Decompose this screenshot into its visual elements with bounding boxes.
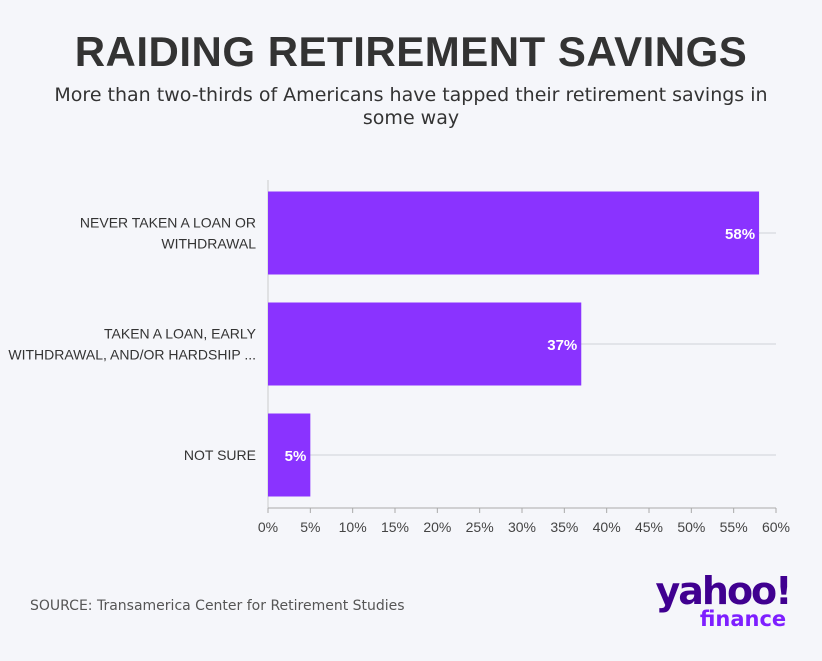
x-tick-label: 10% <box>339 519 367 535</box>
x-tick-label: 0% <box>258 519 278 535</box>
chart-title: RAIDING RETIREMENT SAVINGS <box>74 28 748 75</box>
logo-finance: finance <box>699 607 787 631</box>
x-tick-label: 50% <box>677 519 705 535</box>
category-label: NEVER TAKEN A LOAN OR <box>80 215 256 231</box>
x-tick-label: 60% <box>762 519 790 535</box>
chart-subtitle: More than two-thirds of Americans have t… <box>54 84 768 129</box>
source-note: SOURCE: Transamerica Center for Retireme… <box>30 598 405 614</box>
category-label: WITHDRAWAL, AND/OR HARDSHIP ... <box>8 347 256 363</box>
category-label: TAKEN A LOAN, EARLY <box>104 326 257 342</box>
x-tick-label: 35% <box>550 519 578 535</box>
x-tick-label: 55% <box>720 519 748 535</box>
logo-yahoo: yahoo! <box>655 569 792 613</box>
data-label: 37% <box>547 337 577 354</box>
x-tick-label: 30% <box>508 519 536 535</box>
x-tick-label: 45% <box>635 519 663 535</box>
data-label: 5% <box>285 448 307 465</box>
x-tick-label: 25% <box>466 519 494 535</box>
x-tick-label: 40% <box>593 519 621 535</box>
x-tick-label: 20% <box>423 519 451 535</box>
yahoo-finance-logo: yahoo! finance <box>648 569 798 631</box>
category-label: WITHDRAWAL <box>161 236 256 252</box>
bar <box>268 302 582 386</box>
bar <box>268 413 311 497</box>
category-label: NOT SURE <box>184 447 256 463</box>
x-tick-label: 15% <box>381 519 409 535</box>
x-tick-label: 5% <box>300 519 320 535</box>
bar <box>268 191 760 275</box>
data-label: 58% <box>725 226 755 243</box>
